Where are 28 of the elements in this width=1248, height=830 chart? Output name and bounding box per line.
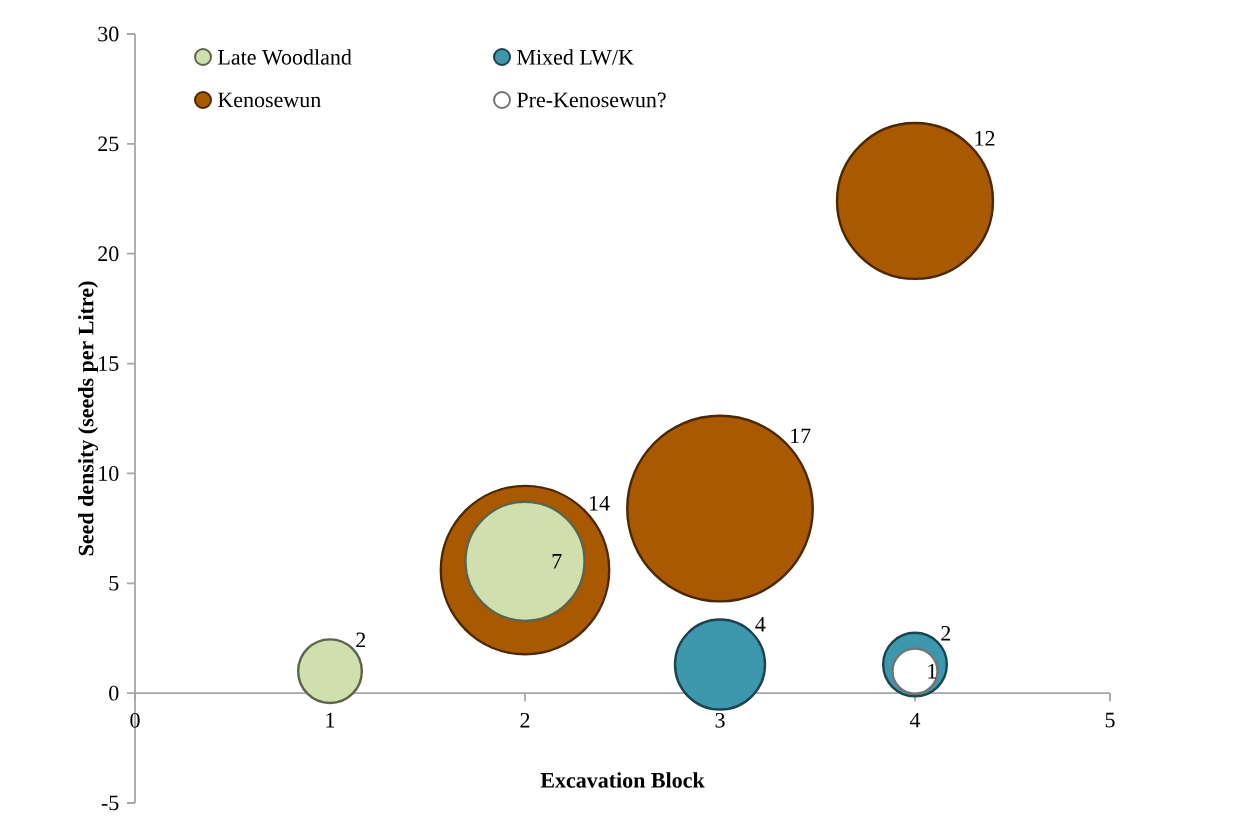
y-tick-label: 10 (99, 466, 119, 481)
legend-label: Late Woodland (218, 49, 352, 65)
y-tick-label: -5 (101, 795, 119, 811)
y-axis-title: Seed density (seeds per Litre) (78, 281, 99, 556)
legend-label: Mixed LW/K (517, 49, 634, 65)
y-tick-label: 20 (98, 246, 119, 262)
legend-label: Pre-Kenosewun? (517, 92, 666, 108)
data-label: 2 (356, 632, 366, 648)
data-label: 14 (589, 495, 610, 511)
x-tick-label: 0 (130, 712, 140, 728)
data-label: 7 (552, 554, 562, 569)
x-tick-label: 5 (1105, 712, 1115, 728)
data-label: 17 (791, 428, 811, 444)
y-tick-label: 5 (109, 575, 119, 591)
y-tick-label: 25 (98, 136, 119, 152)
x-tick-label: 1 (326, 712, 335, 728)
data-label: 2 (941, 625, 951, 641)
legend-label: Kenosewun (218, 92, 321, 108)
x-tick-label: 2 (520, 712, 530, 728)
y-tick-label: 30 (98, 26, 119, 42)
x-tick-label: 4 (909, 712, 921, 728)
data-label: 12 (975, 131, 995, 146)
data-label: 4 (755, 617, 766, 632)
x-axis-title: Excavation Block (540, 772, 705, 788)
y-tick-label: 0 (109, 685, 119, 701)
x-tick-label: 3 (715, 712, 725, 728)
data-label: 1 (928, 663, 937, 679)
y-tick-label: 15 (99, 356, 119, 371)
